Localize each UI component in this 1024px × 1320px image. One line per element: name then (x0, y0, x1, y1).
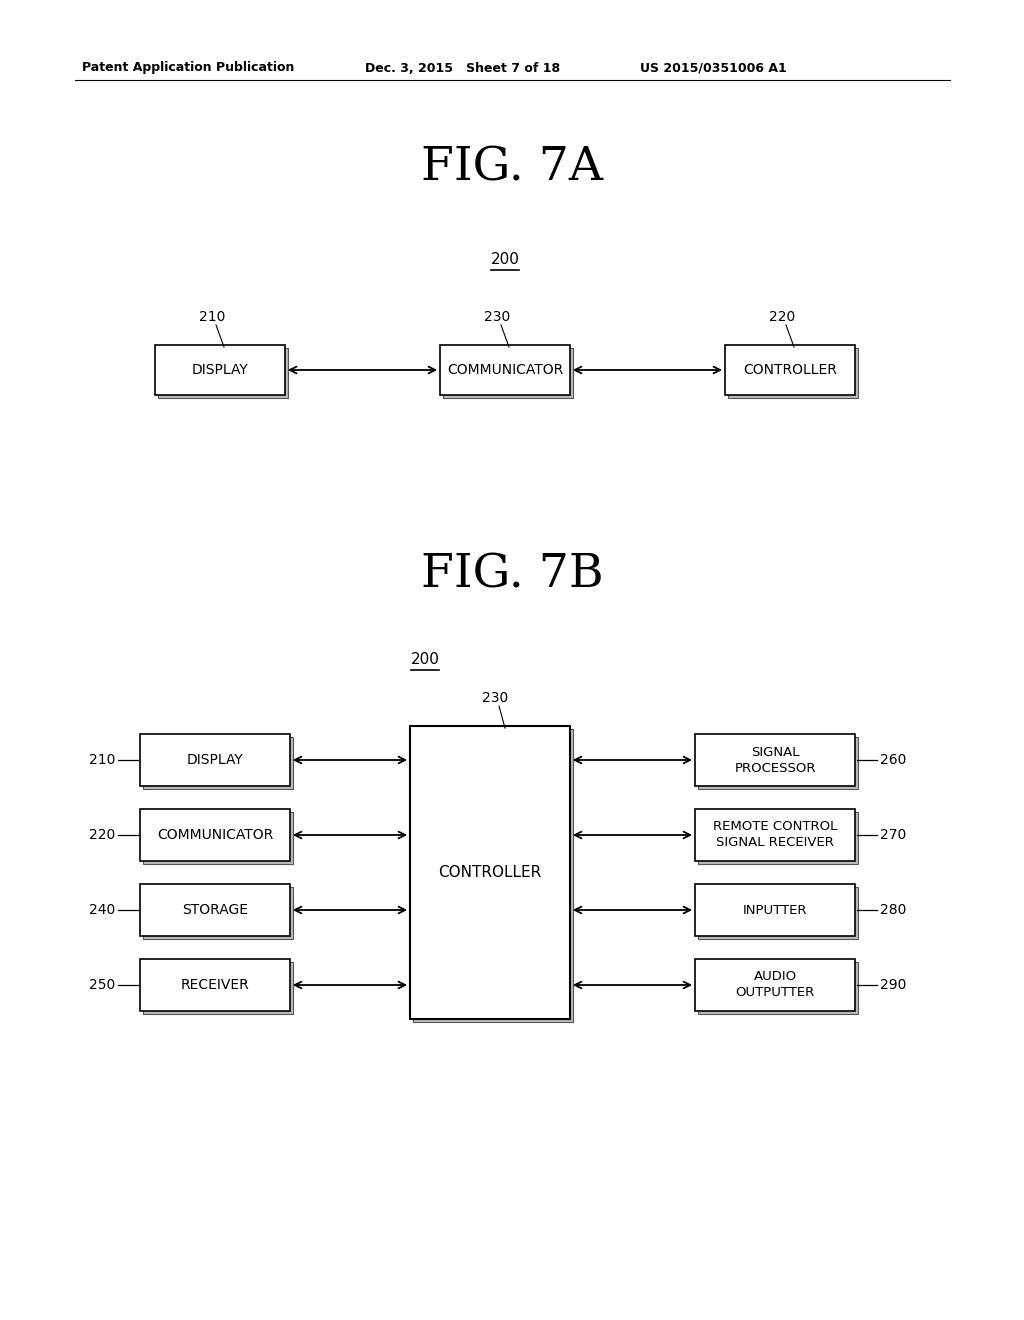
Text: 220: 220 (769, 310, 795, 323)
Bar (143, 887, 293, 939)
Text: 220: 220 (89, 828, 115, 842)
Text: 250: 250 (89, 978, 115, 993)
Bar (413, 729, 573, 1022)
Text: US 2015/0351006 A1: US 2015/0351006 A1 (640, 62, 786, 74)
Bar (143, 812, 293, 865)
Text: 240: 240 (89, 903, 115, 917)
Bar (158, 348, 288, 399)
Text: 210: 210 (199, 310, 225, 323)
Text: AUDIO
OUTPUTTER: AUDIO OUTPUTTER (735, 970, 815, 999)
Bar (143, 962, 293, 1014)
Text: CONTROLLER: CONTROLLER (743, 363, 837, 378)
Text: 200: 200 (490, 252, 519, 268)
Text: RECEIVER: RECEIVER (180, 978, 250, 993)
Text: REMOTE CONTROL
SIGNAL RECEIVER: REMOTE CONTROL SIGNAL RECEIVER (713, 821, 838, 850)
Bar (698, 887, 858, 939)
Text: CONTROLLER: CONTROLLER (438, 865, 542, 880)
Text: COMMUNICATOR: COMMUNICATOR (446, 363, 563, 378)
Text: 270: 270 (880, 828, 906, 842)
Text: 210: 210 (89, 752, 115, 767)
Bar (410, 726, 570, 1019)
Bar (698, 737, 858, 789)
Text: 280: 280 (880, 903, 906, 917)
Bar (140, 734, 290, 785)
Text: INPUTTER: INPUTTER (742, 903, 807, 916)
Text: STORAGE: STORAGE (182, 903, 248, 917)
Bar (725, 345, 855, 395)
Text: DISPLAY: DISPLAY (186, 752, 244, 767)
Text: Dec. 3, 2015   Sheet 7 of 18: Dec. 3, 2015 Sheet 7 of 18 (365, 62, 560, 74)
Text: Patent Application Publication: Patent Application Publication (82, 62, 294, 74)
Text: COMMUNICATOR: COMMUNICATOR (157, 828, 273, 842)
Bar (695, 734, 855, 785)
Text: FIG. 7B: FIG. 7B (421, 552, 603, 598)
Bar (140, 960, 290, 1011)
Bar (140, 809, 290, 861)
Text: DISPLAY: DISPLAY (191, 363, 249, 378)
Bar (440, 345, 570, 395)
Bar (695, 809, 855, 861)
Text: FIG. 7A: FIG. 7A (421, 145, 603, 190)
Text: 260: 260 (880, 752, 906, 767)
Bar (695, 884, 855, 936)
Bar (443, 348, 573, 399)
Bar (695, 960, 855, 1011)
Bar (140, 884, 290, 936)
Bar (698, 812, 858, 865)
Text: 230: 230 (482, 690, 508, 705)
Bar (143, 737, 293, 789)
Bar (698, 962, 858, 1014)
Bar (155, 345, 285, 395)
Bar (728, 348, 858, 399)
Text: 230: 230 (484, 310, 510, 323)
Text: 200: 200 (411, 652, 439, 668)
Text: 290: 290 (880, 978, 906, 993)
Text: SIGNAL
PROCESSOR: SIGNAL PROCESSOR (734, 746, 816, 775)
